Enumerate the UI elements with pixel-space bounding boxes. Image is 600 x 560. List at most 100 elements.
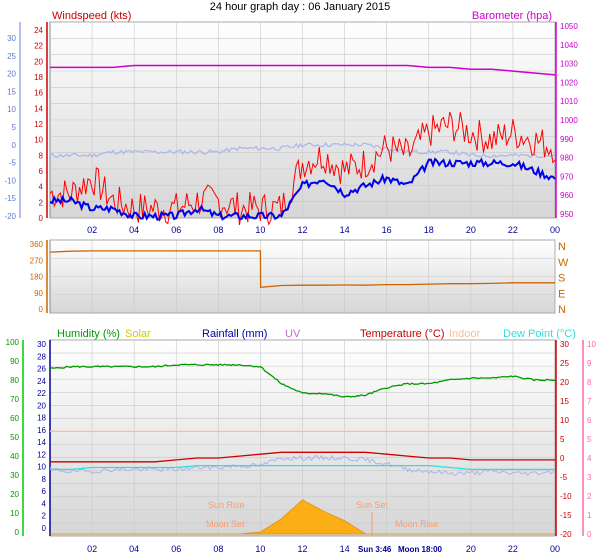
wind-x-tick-label: 06 — [171, 225, 181, 235]
uv-tick-label: 2 — [587, 492, 592, 501]
temperature-tick-label: 20 — [560, 378, 569, 387]
wind-chill-line — [49, 454, 556, 477]
moon-set-label: Moon Set — [206, 519, 245, 529]
rainfall-tick-label: 6 — [42, 487, 47, 496]
sun-rise-label: Sun Rise — [208, 500, 245, 510]
windspeed-tick-label: 20 — [34, 57, 43, 66]
rainfall-tick-label: 10 — [37, 463, 46, 472]
windspeed-tick-label: 16 — [34, 89, 43, 98]
compass-label: N — [558, 241, 566, 253]
rainfall-tick-label: 26 — [37, 365, 46, 374]
temperature-tick-label: 10 — [560, 416, 569, 425]
uv-tick-label: 1 — [587, 511, 592, 520]
wind-x-tick-label: 00 — [550, 225, 560, 235]
direction-tick-label: 0 — [39, 305, 44, 314]
humidity-tick-label: 70 — [10, 395, 19, 404]
windspeed-tick-label: 10 — [34, 136, 43, 145]
windspeed-tick-label: 12 — [34, 120, 43, 129]
weather-x-tick-label: 02 — [87, 544, 97, 554]
wind-chill-tick-label: 5 — [12, 123, 17, 132]
wind-chill-tick-label: 20 — [7, 70, 16, 79]
humidity-tick-label: 60 — [10, 414, 19, 423]
wind-x-tick-label: 12 — [297, 225, 307, 235]
windspeed-tick-label: 2 — [39, 198, 44, 207]
barometer-tick-label: 1030 — [560, 60, 578, 69]
windspeed-axis-label: Windspeed (kts) — [52, 10, 131, 22]
humidity-tick-label: 20 — [10, 490, 19, 499]
compass-label: S — [558, 273, 565, 285]
barometer-tick-label: 1000 — [560, 116, 578, 125]
weather-x-tick-label: 06 — [171, 544, 181, 554]
rainfall-tick-label: 22 — [37, 389, 46, 398]
humidity-tick-label: 100 — [6, 338, 20, 347]
windspeed-tick-label: 14 — [34, 104, 43, 113]
windspeed-tick-label: 8 — [39, 151, 44, 160]
windspeed-tick-label: 0 — [39, 214, 44, 223]
astro-annotations: Sun Rise Sun Set Moon Set Moon Rise Sun … — [206, 500, 443, 554]
temperature-tick-label: 0 — [560, 454, 565, 463]
compass-label: W — [558, 257, 569, 269]
uv-tick-label: 0 — [587, 530, 592, 539]
compass-label: E — [558, 288, 565, 300]
legend-indoor: Indoor — [449, 328, 481, 340]
wind-x-tick-label: 18 — [424, 225, 434, 235]
temperature-tick-label: -20 — [560, 530, 572, 539]
uv-tick-label: 7 — [587, 397, 592, 406]
wind-x-tick-label: 22 — [508, 225, 518, 235]
weather-x-tick-label: 22 — [508, 544, 518, 554]
solar-area — [50, 499, 555, 535]
rainfall-tick-label: 2 — [42, 512, 47, 521]
barometer-tick-label: 1050 — [560, 22, 578, 31]
temperature-tick-label: 15 — [560, 397, 569, 406]
rainfall-tick-label: 0 — [42, 524, 47, 533]
weather-x-tick-label: 14 — [340, 544, 350, 554]
sun-set-label: Sun Set — [356, 500, 389, 510]
rainfall-tick-label: 14 — [37, 438, 46, 447]
compass-label: N — [558, 304, 566, 316]
wind-chill-line — [49, 142, 556, 159]
temperature-tick-label: 25 — [560, 359, 569, 368]
rainfall-tick-label: 8 — [42, 475, 47, 484]
weather-x-tick-label: 10 — [255, 544, 265, 554]
rainfall-tick-label: 18 — [37, 414, 46, 423]
windspeed-tick-label: 24 — [34, 26, 43, 35]
wind-x-tick-label: 10 — [255, 225, 265, 235]
weather-x-tick-label: 00 — [550, 544, 560, 554]
weather-x-tick-label: 04 — [129, 544, 139, 554]
direction-tick-label: 270 — [30, 256, 44, 265]
humidity-tick-label: 0 — [15, 528, 20, 537]
barometer-tick-label: 1020 — [560, 78, 578, 87]
windspeed-tick-label: 18 — [34, 73, 43, 82]
uv-tick-label: 8 — [587, 378, 592, 387]
direction-tick-label: 180 — [30, 273, 44, 282]
uv-tick-label: 3 — [587, 473, 592, 482]
rainfall-tick-label: 24 — [37, 377, 46, 386]
humidity-tick-label: 80 — [10, 376, 19, 385]
wind-chill-tick-label: -15 — [4, 194, 16, 203]
windspeed-tick-label: 22 — [34, 42, 43, 51]
moon-time-tick: Moon 18:00 — [398, 545, 443, 554]
rainfall-tick-label: 12 — [37, 450, 46, 459]
wind-chill-tick-label: -5 — [9, 159, 17, 168]
legend-rainfall: Rainfall (mm) — [202, 328, 267, 340]
barometer-tick-label: 980 — [560, 154, 574, 163]
legend-dew-point: Dew Point (°C) — [503, 328, 576, 340]
wind-chill-tick-label: 10 — [7, 105, 16, 114]
wind-x-tick-label: 20 — [466, 225, 476, 235]
rainfall-tick-label: 20 — [37, 401, 46, 410]
humidity-tick-label: 50 — [10, 433, 19, 442]
temperature-tick-label: 30 — [560, 340, 569, 349]
barometer-tick-label: 950 — [560, 210, 574, 219]
barometer-axis-label: Barometer (hpa) — [472, 10, 552, 22]
wind-direction-line — [49, 250, 555, 289]
weather-x-tick-label: 20 — [466, 544, 476, 554]
legend-solar: Solar — [125, 328, 151, 340]
wind-x-tick-label: 02 — [87, 225, 97, 235]
uv-tick-label: 10 — [587, 340, 596, 349]
graph-title: 24 hour graph day : 06 January 2015 — [210, 1, 390, 13]
legend-temperature: Temperature (°C) — [360, 328, 444, 340]
wind-chill-tick-label: 30 — [7, 34, 16, 43]
temperature-tick-label: -5 — [560, 473, 568, 482]
